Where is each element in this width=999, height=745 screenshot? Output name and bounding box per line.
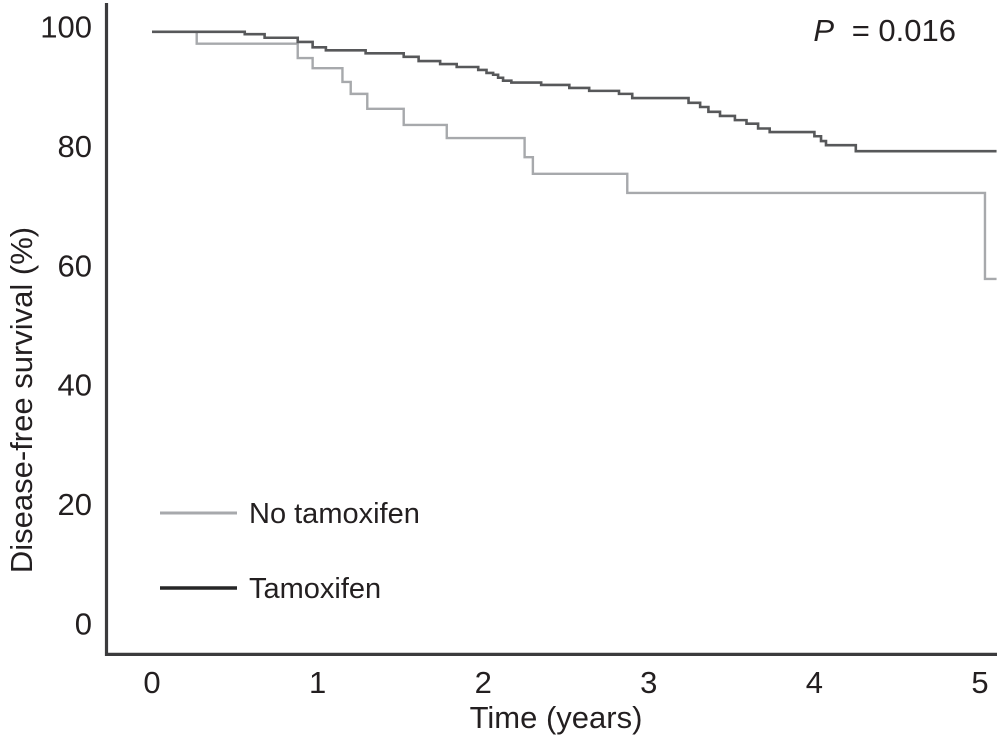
p-value-annotation: P = 0.016 xyxy=(813,13,956,48)
x-axis-title: Time (years) xyxy=(470,700,643,735)
p-value-text: = 0.016 xyxy=(852,13,956,48)
legend-label-no-tamoxifen: No tamoxifen xyxy=(249,498,420,530)
x-tick-label: 5 xyxy=(971,665,988,700)
x-tick-label: 1 xyxy=(309,665,326,700)
x-tick-label: 2 xyxy=(475,665,492,700)
y-tick-label: 60 xyxy=(58,248,92,283)
legend-label-tamoxifen: Tamoxifen xyxy=(249,573,381,605)
y-tick-label: 20 xyxy=(58,487,92,522)
p-symbol: P xyxy=(813,13,834,48)
x-tick-label: 0 xyxy=(143,665,160,700)
y-tick-label: 40 xyxy=(58,368,92,403)
y-tick-label: 80 xyxy=(58,129,92,164)
survival-curves xyxy=(152,30,997,281)
y-tick-label: 0 xyxy=(75,607,92,642)
y-axis-tick-labels: 0 20 40 60 80 100 xyxy=(40,10,92,642)
curve-tamoxifen xyxy=(152,30,997,153)
y-tick-label: 100 xyxy=(40,10,92,45)
x-tick-label: 3 xyxy=(640,665,657,700)
legend: No tamoxifen Tamoxifen xyxy=(160,498,420,605)
curve-no-tamoxifen xyxy=(152,30,997,281)
x-tick-label: 4 xyxy=(806,665,823,700)
y-axis-title: Disease-free survival (%) xyxy=(4,227,39,573)
x-axis-tick-labels: 0 1 2 3 4 5 xyxy=(143,665,988,700)
